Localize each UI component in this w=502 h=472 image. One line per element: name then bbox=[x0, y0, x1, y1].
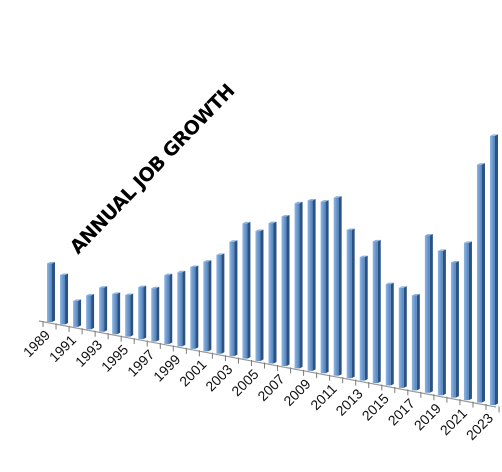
bar-2004 bbox=[242, 221, 251, 359]
bar-2008 bbox=[294, 201, 303, 369]
bar-2018 bbox=[424, 233, 433, 393]
bar-1993 bbox=[99, 286, 108, 332]
bar-2011 bbox=[333, 196, 342, 376]
chart-title: ANNUAL JOB GROWTH bbox=[66, 80, 239, 258]
bar-2013 bbox=[359, 255, 368, 381]
bar-2022 bbox=[476, 163, 485, 403]
bar-2012 bbox=[346, 228, 355, 379]
bar-2021 bbox=[463, 241, 472, 401]
bar-1994 bbox=[112, 292, 121, 335]
bar-2017 bbox=[411, 293, 420, 391]
bar-1996 bbox=[138, 285, 147, 340]
bar-2015 bbox=[385, 282, 394, 386]
bar-1998 bbox=[164, 273, 173, 344]
bar-2020 bbox=[450, 260, 459, 398]
bar-1989 bbox=[47, 262, 55, 322]
bar-2014 bbox=[372, 239, 381, 384]
bar-2016 bbox=[398, 286, 407, 388]
bar-1991 bbox=[73, 299, 82, 327]
bar-2019 bbox=[437, 249, 446, 396]
bar-2000 bbox=[190, 265, 199, 349]
bar-1990 bbox=[60, 273, 69, 325]
bar-2005 bbox=[255, 229, 264, 362]
bar-2002 bbox=[216, 253, 225, 354]
chart-floor bbox=[38, 320, 497, 408]
bar-1999 bbox=[177, 270, 186, 347]
bar-2006 bbox=[268, 221, 277, 364]
bar-1997 bbox=[151, 286, 160, 342]
floor-line bbox=[38, 320, 497, 408]
bar-2023 bbox=[490, 134, 498, 405]
bar-1995 bbox=[125, 293, 134, 337]
bar-2003 bbox=[229, 240, 238, 357]
bar-2007 bbox=[281, 214, 290, 366]
bar-2001 bbox=[203, 260, 212, 352]
x-axis-ticks bbox=[42, 321, 500, 413]
bar-series bbox=[47, 134, 498, 405]
bar-2009 bbox=[307, 199, 316, 371]
bar-2010 bbox=[320, 200, 329, 374]
bar-1992 bbox=[86, 294, 95, 330]
